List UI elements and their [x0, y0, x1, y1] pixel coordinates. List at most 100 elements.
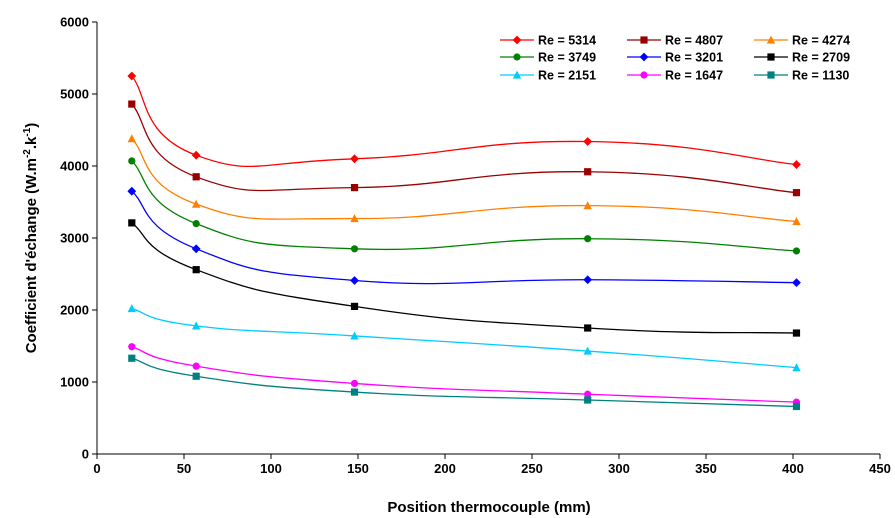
data-point [350, 331, 359, 340]
data-point [192, 173, 200, 181]
data-point [191, 199, 201, 208]
series-line [131, 138, 797, 223]
legend-label: Re = 3749 [538, 51, 596, 65]
series-line [131, 357, 797, 408]
data-point [192, 220, 200, 228]
x-tick-label: 300 [608, 461, 630, 476]
x-tick-label: 350 [695, 461, 717, 476]
x-tick-label: 450 [869, 461, 891, 476]
plot-area: 0 1000 2000 3000 4000 5000 6000 0 50 100 150 200 250… [60, 15, 891, 477]
legend-item: Re = 2709 [754, 51, 850, 65]
series-layer [127, 71, 801, 411]
legend: Re = 5314 Re = 4807 Re = 4274 Re = 3749 Re =… [500, 34, 850, 83]
series-3 [127, 134, 801, 226]
series-1 [127, 71, 801, 169]
series-4 [128, 157, 801, 255]
series-6 [128, 219, 801, 337]
data-point [128, 219, 136, 227]
y-axis-title-sup2: -1 [22, 127, 33, 136]
data-point [583, 201, 592, 210]
legend-label: Re = 3201 [665, 51, 723, 65]
x-tick-label: 100 [260, 461, 282, 476]
x-tick-label: 400 [782, 461, 804, 476]
series-line [131, 103, 797, 194]
data-point [128, 343, 136, 351]
y-tick-label: 3000 [60, 231, 89, 246]
legend-item: Re = 5314 [500, 34, 596, 48]
legend-marker [513, 53, 521, 61]
legend-label: Re = 4274 [792, 34, 850, 48]
data-point [792, 160, 801, 169]
legend-marker [766, 35, 776, 44]
data-point [792, 402, 801, 411]
data-point [792, 363, 801, 372]
series-line [131, 222, 797, 334]
legend-item: Re = 2151 [500, 69, 596, 83]
data-point [350, 302, 359, 310]
data-point [350, 245, 359, 253]
data-point [792, 247, 801, 255]
legend-marker [767, 71, 775, 79]
legend-marker [640, 36, 648, 44]
legend-item: Re = 4807 [627, 34, 723, 48]
y-axis-title-suffix: ) [23, 123, 40, 128]
x-tick-label: 250 [521, 461, 543, 476]
x-tick-label: 0 [93, 461, 100, 476]
series-7 [127, 304, 801, 372]
legend-marker [640, 71, 648, 79]
data-point [350, 276, 359, 285]
series-8 [128, 343, 801, 406]
y-axis-title: Coefficient d'échange (W.m-2.k-1) [22, 123, 40, 354]
x-tick-label: 200 [434, 461, 456, 476]
series-line [131, 307, 797, 369]
data-point [792, 217, 801, 226]
x-axis-title: Position thermocouple (mm) [387, 499, 590, 516]
data-point [350, 388, 359, 396]
data-point [350, 379, 359, 388]
data-point [192, 362, 200, 370]
legend-item: Re = 1647 [627, 69, 723, 83]
data-point [584, 390, 592, 398]
legend-marker [512, 70, 522, 79]
legend-label: Re = 1130 [792, 69, 849, 83]
y-tick-label: 4000 [60, 159, 89, 174]
series-line [131, 75, 797, 168]
series-5 [127, 186, 801, 288]
series-line [131, 346, 797, 403]
x-tick-label: 50 [177, 461, 191, 476]
y-axis-title-prefix: Coefficient d'échange (W.m [23, 158, 40, 353]
data-point [583, 346, 592, 355]
y-tick-label: 6000 [60, 15, 89, 30]
legend-label: Re = 1647 [665, 69, 723, 83]
series-9 [128, 354, 801, 411]
data-point [127, 134, 136, 143]
series-2 [128, 100, 801, 197]
legend-marker [512, 35, 522, 45]
legend-item: Re = 3749 [500, 51, 596, 65]
data-point [127, 71, 137, 81]
data-point [584, 235, 592, 243]
y-axis-title-mid: .k [23, 136, 40, 149]
data-point [128, 157, 136, 165]
data-point [191, 244, 201, 254]
data-point [584, 168, 592, 176]
data-point [792, 278, 801, 288]
legend-item: Re = 1130 [754, 69, 849, 83]
legend-label: Re = 2709 [792, 51, 850, 65]
data-point [192, 266, 200, 274]
x-tick-label: 150 [347, 461, 369, 476]
series-line [131, 190, 797, 285]
legend-label: Re = 5314 [538, 34, 596, 48]
legend-label: Re = 2151 [538, 69, 596, 83]
data-point [128, 100, 136, 108]
data-point [584, 396, 592, 404]
data-point [127, 186, 137, 196]
data-point [792, 189, 801, 197]
data-point [127, 304, 136, 313]
data-point [583, 275, 593, 285]
data-point [191, 321, 201, 330]
legend-item: Re = 3201 [627, 51, 723, 65]
series-line [131, 160, 797, 252]
y-tick-label: 1000 [60, 375, 89, 390]
